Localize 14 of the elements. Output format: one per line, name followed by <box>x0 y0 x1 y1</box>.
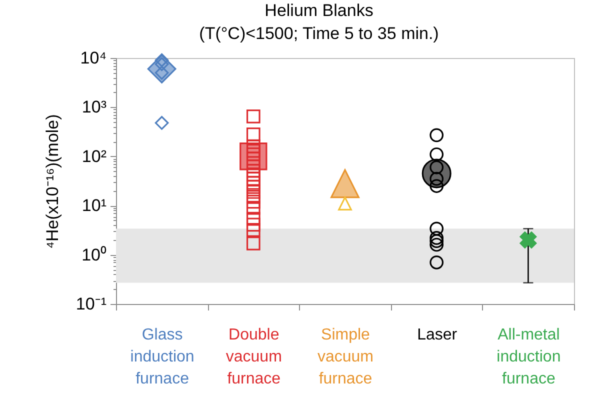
chart-title: Helium Blanks <box>264 1 374 20</box>
y-tick-label: 10⁻¹ <box>76 294 107 314</box>
x-tick-label: Glass induction furnace <box>130 326 194 388</box>
x-tick-label: Simple vacuum furnace <box>317 326 374 388</box>
y-tick-label: 10⁰ <box>82 245 106 264</box>
y-tick-label: 10² <box>82 146 107 166</box>
chart-subtitle: (T(°C)<1500; Time 5 to 35 min.) <box>199 24 439 43</box>
x-tick-label: All-metal induction furnace <box>496 326 561 388</box>
x-tick-label: Double vacuum furnace <box>226 326 282 388</box>
y-tick-label: 10¹ <box>82 196 107 216</box>
x-tick-label: Laser <box>417 326 458 344</box>
y-tick-label: 10³ <box>82 98 107 117</box>
y-tick-label: 10⁴ <box>80 48 106 68</box>
y-axis-title: ⁴He(x10⁻¹⁶)(mole) <box>42 114 62 249</box>
